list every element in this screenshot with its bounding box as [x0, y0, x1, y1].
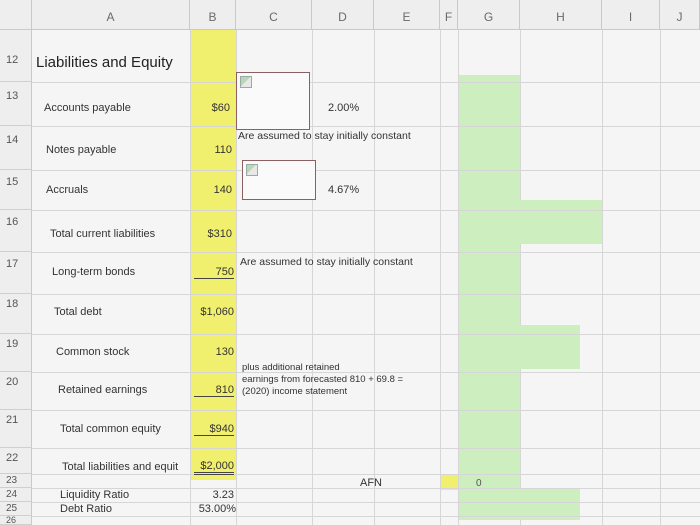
label-common-stock[interactable]: Common stock: [56, 346, 130, 358]
green-block-h3[interactable]: [520, 488, 580, 520]
gridline: [32, 372, 700, 373]
afn-cell[interactable]: [441, 474, 458, 490]
green-block-g[interactable]: [459, 75, 520, 520]
row-header-26[interactable]: 26: [0, 516, 32, 525]
value-accruals[interactable]: 140: [213, 184, 232, 196]
value-accounts-payable[interactable]: $60: [211, 102, 230, 114]
section-title: Liabilities and Equity: [36, 54, 173, 71]
col-header-f[interactable]: F: [440, 0, 458, 30]
green-block-h1[interactable]: [520, 200, 602, 244]
gridline: [440, 30, 441, 525]
row-header-15[interactable]: 15: [0, 170, 32, 210]
gridline: [32, 210, 700, 211]
note-retained-line-1[interactable]: plus additional retained: [242, 362, 340, 373]
highlight-column-b: [191, 30, 236, 480]
col-header-i[interactable]: I: [602, 0, 660, 30]
pct-accruals[interactable]: 4.67%: [328, 184, 360, 196]
value-total-common-equity[interactable]: $940: [194, 423, 234, 436]
value-long-term-bonds[interactable]: 750: [194, 266, 234, 279]
col-header-d[interactable]: D: [312, 0, 374, 30]
label-retained-earnings[interactable]: Retained earnings: [58, 384, 148, 396]
label-debt-ratio[interactable]: Debt Ratio: [60, 503, 112, 515]
gridline: [660, 30, 661, 525]
row-header-20[interactable]: 20: [0, 372, 32, 410]
broken-image-icon: [240, 76, 252, 88]
gridline: [236, 30, 237, 525]
note-assumed-constant-1[interactable]: Are assumed to stay initially constant: [238, 130, 411, 142]
gridline: [32, 252, 700, 253]
value-debt-ratio[interactable]: 53.00%: [198, 503, 236, 515]
label-total-liabilities-equity[interactable]: Total liabilities and equit: [62, 461, 179, 473]
image-placeholder-2[interactable]: [242, 160, 316, 200]
gridline: [520, 30, 521, 525]
note-retained-line-2[interactable]: earnings from forecasted 810 + 69.8 =: [242, 374, 404, 385]
gridline: [32, 82, 700, 83]
row-header-14[interactable]: 14: [0, 126, 32, 170]
col-header-j[interactable]: J: [660, 0, 700, 30]
col-header-b[interactable]: B: [190, 0, 236, 30]
afn-value[interactable]: 0: [476, 478, 482, 489]
col-header-g[interactable]: G: [458, 0, 520, 30]
label-accruals[interactable]: Accruals: [46, 184, 89, 196]
row-header-22[interactable]: 22: [0, 448, 32, 474]
value-notes-payable[interactable]: 110: [214, 144, 232, 156]
gridline: [32, 126, 700, 127]
pct-accounts-payable[interactable]: 2.00%: [328, 102, 360, 114]
row-header-24[interactable]: 24: [0, 488, 32, 502]
row-header-16[interactable]: 16: [0, 210, 32, 252]
label-accounts-payable[interactable]: Accounts payable: [44, 102, 131, 114]
label-total-debt[interactable]: Total debt: [54, 306, 102, 318]
image-placeholder-1[interactable]: [236, 72, 310, 130]
corner-header[interactable]: [0, 0, 32, 30]
value-total-liabilities-equity[interactable]: $2,000: [194, 460, 234, 475]
value-total-current-liabilities[interactable]: $310: [207, 228, 232, 240]
green-block-h2[interactable]: [520, 325, 580, 369]
gridline: [32, 410, 700, 411]
col-header-h[interactable]: H: [520, 0, 602, 30]
row-header-17[interactable]: 17: [0, 252, 32, 294]
row-header-21[interactable]: 21: [0, 410, 32, 448]
gridline: [32, 502, 700, 503]
row-header-18[interactable]: 18: [0, 294, 32, 334]
gridline: [32, 474, 700, 475]
value-total-debt[interactable]: $1,060: [200, 306, 234, 318]
value-common-stock[interactable]: 130: [215, 346, 234, 358]
value-liquidity-ratio[interactable]: 3.23: [212, 489, 234, 501]
value-retained-earnings[interactable]: 810: [194, 384, 234, 397]
row-header-13[interactable]: 13: [0, 82, 32, 126]
gridline: [32, 516, 700, 517]
afn-label[interactable]: AFN: [360, 477, 382, 489]
gridline: [32, 294, 700, 295]
gridline: [458, 30, 459, 525]
row-header-25[interactable]: 25: [0, 502, 32, 516]
col-header-a[interactable]: A: [32, 0, 190, 30]
row-header-19[interactable]: 19: [0, 334, 32, 372]
note-retained-line-3[interactable]: (2020) income statement: [242, 386, 348, 397]
label-total-common-equity[interactable]: Total common equity: [60, 423, 161, 435]
col-header-c[interactable]: C: [236, 0, 312, 30]
row-header-23[interactable]: 23: [0, 474, 32, 488]
gridline: [32, 448, 700, 449]
col-header-e[interactable]: E: [374, 0, 440, 30]
gridline: [32, 488, 700, 489]
broken-image-icon: [246, 164, 258, 176]
label-notes-payable[interactable]: Notes payable: [46, 144, 117, 156]
label-long-term-bonds[interactable]: Long-term bonds: [52, 266, 136, 278]
gridline: [32, 170, 700, 171]
gridline: [190, 30, 191, 525]
gridline: [374, 30, 375, 525]
gridline: [602, 30, 603, 525]
gridline: [32, 334, 700, 335]
note-assumed-constant-2[interactable]: Are assumed to stay initially constant: [240, 256, 413, 268]
label-total-current-liabilities[interactable]: Total current liabilities: [50, 228, 156, 240]
row-header-12[interactable]: 12: [0, 30, 32, 82]
label-liquidity-ratio[interactable]: Liquidity Ratio: [60, 489, 130, 501]
gridline: [312, 30, 313, 525]
